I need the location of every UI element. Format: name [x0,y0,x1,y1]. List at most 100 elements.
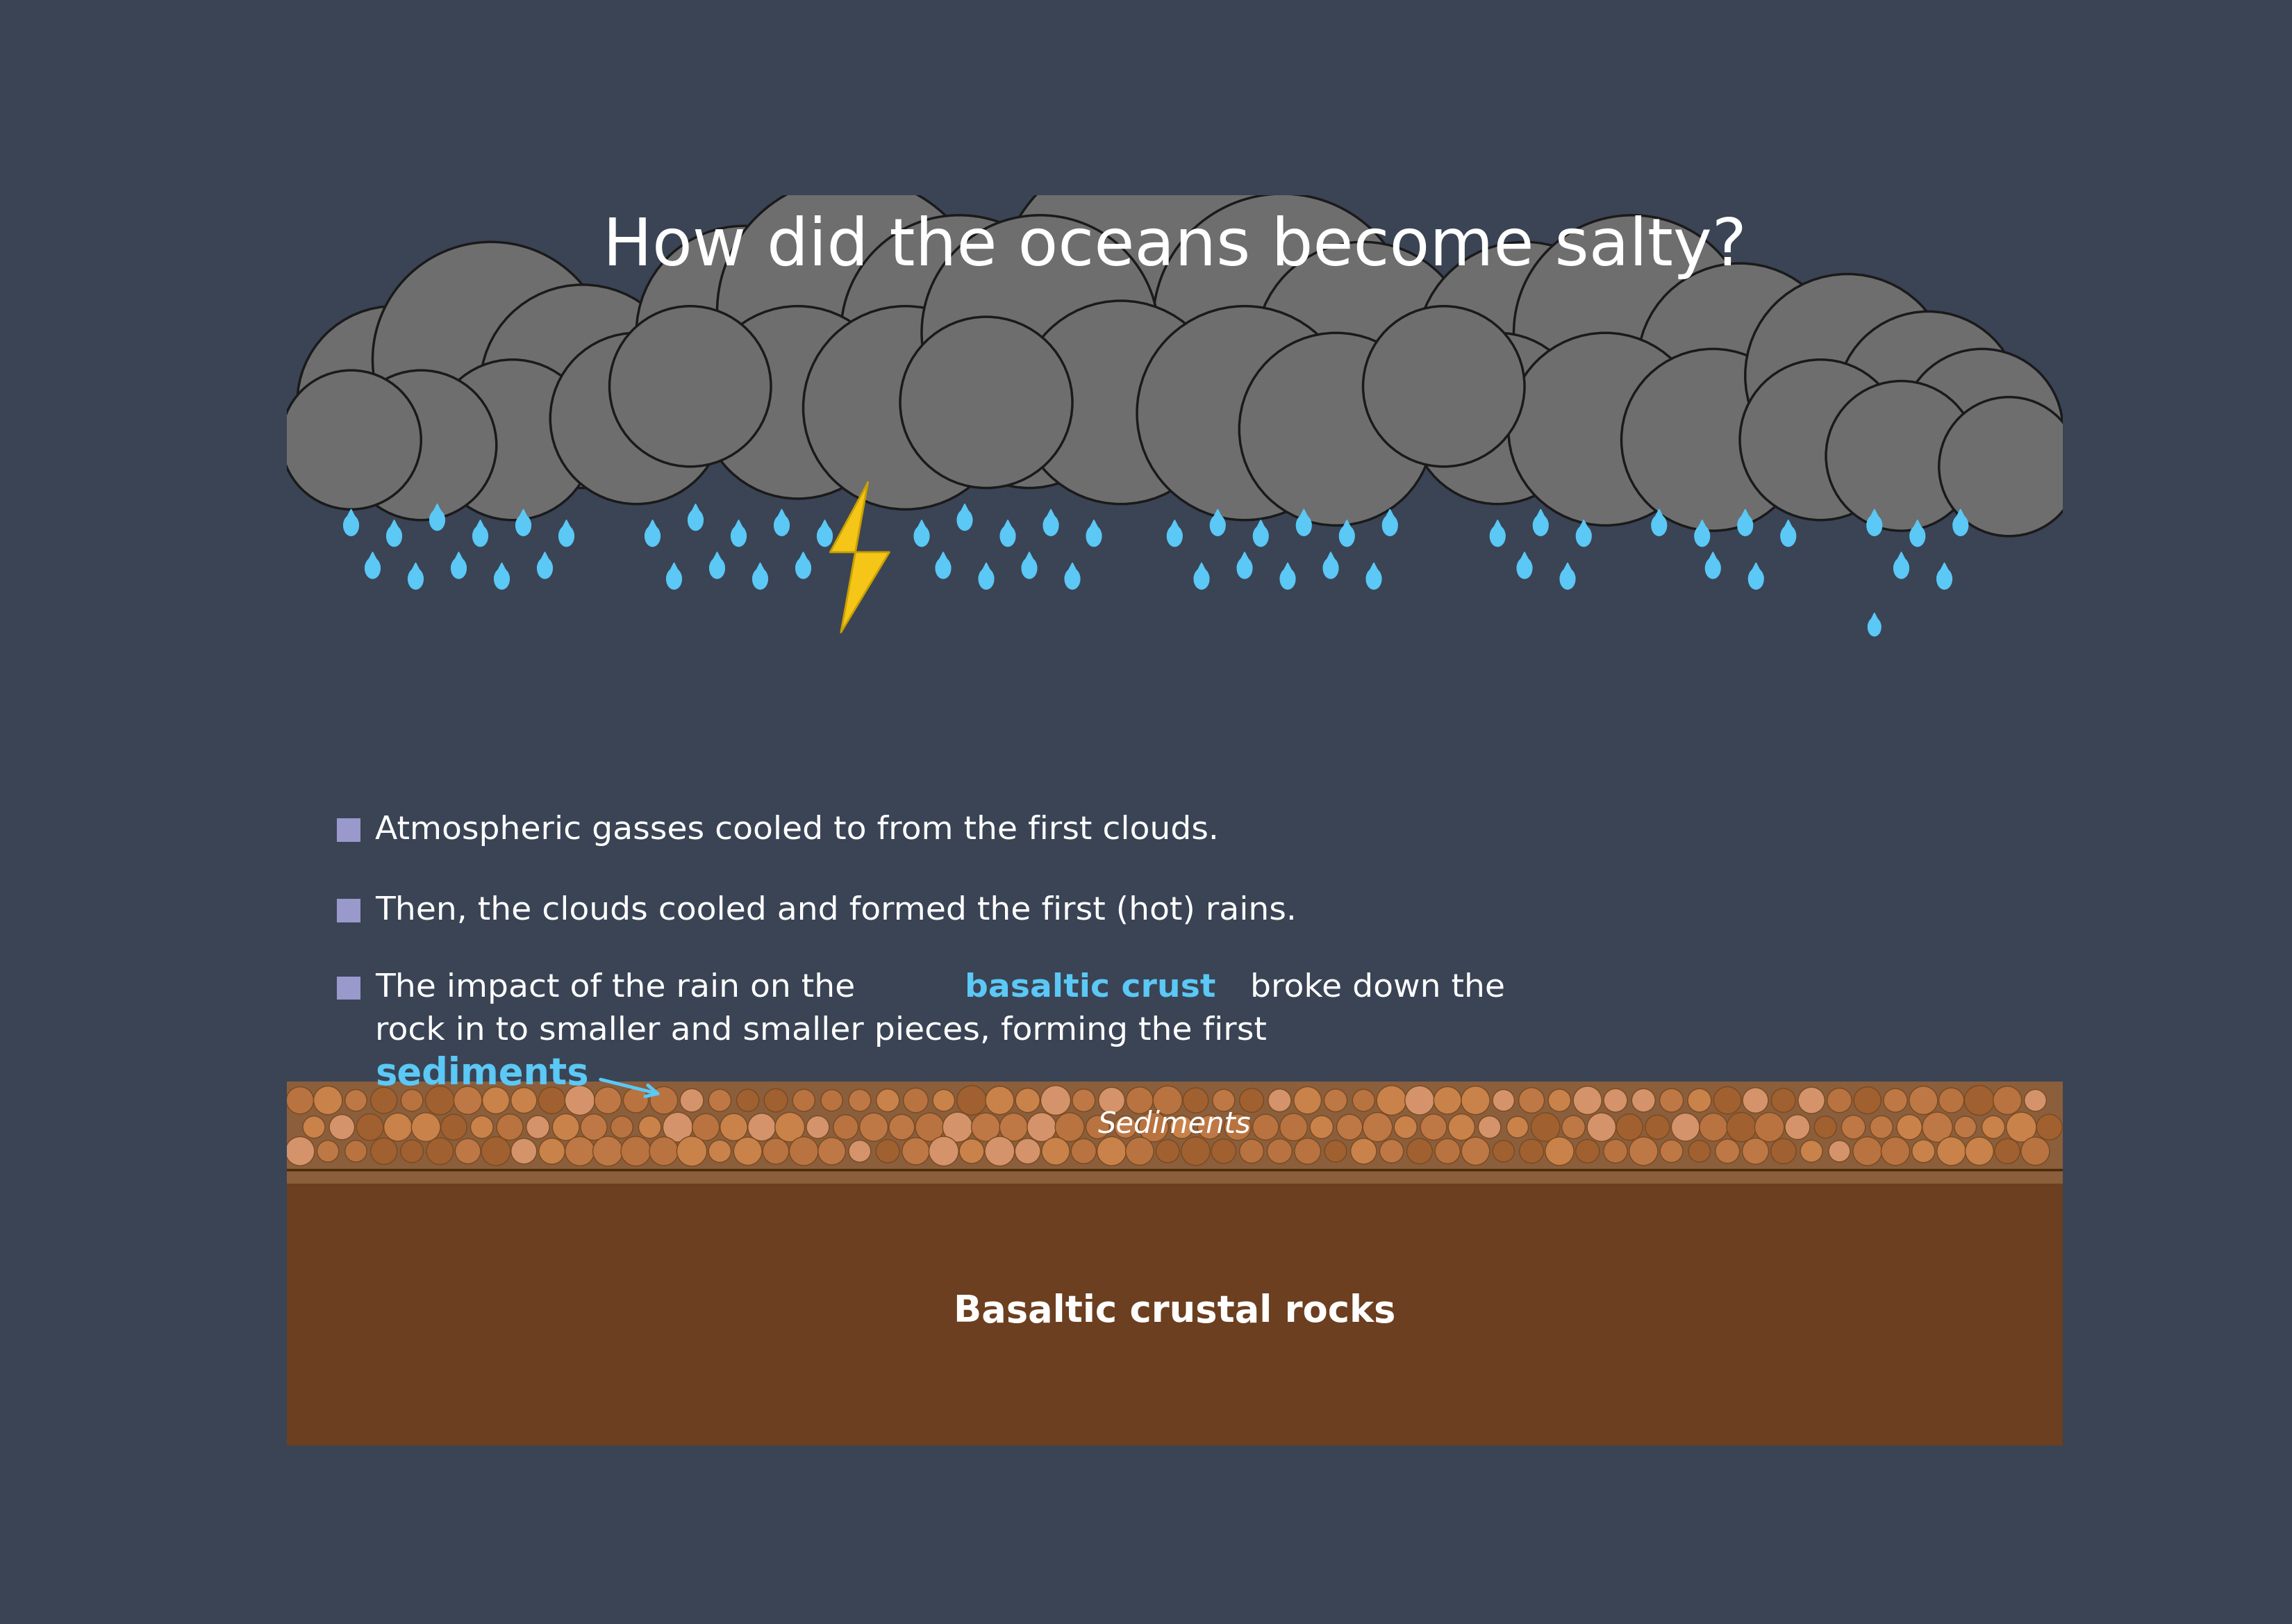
Polygon shape [1167,520,1183,534]
Polygon shape [1194,564,1210,578]
Polygon shape [1737,510,1753,525]
Ellipse shape [429,510,445,531]
Circle shape [1407,1138,1432,1164]
Circle shape [1854,1086,1882,1114]
Circle shape [410,1112,440,1142]
Polygon shape [364,552,380,567]
Circle shape [1531,1112,1561,1142]
Circle shape [1183,1088,1208,1112]
Circle shape [1714,1138,1740,1163]
Ellipse shape [1533,515,1547,536]
Circle shape [401,1090,424,1111]
Circle shape [1513,216,1751,450]
Circle shape [1086,1116,1109,1138]
Polygon shape [387,520,401,534]
Circle shape [539,1138,564,1164]
Circle shape [1240,333,1432,526]
Circle shape [915,1112,944,1142]
Circle shape [1772,1138,1797,1164]
Ellipse shape [1694,526,1710,546]
Circle shape [736,1090,759,1111]
Bar [286,1184,2063,1445]
Circle shape [346,370,497,520]
Ellipse shape [1868,515,1882,536]
Circle shape [314,1086,342,1114]
Circle shape [1671,1112,1701,1142]
Circle shape [1041,1085,1070,1116]
Circle shape [1636,263,1843,466]
Circle shape [621,1137,651,1166]
Ellipse shape [688,510,704,531]
Circle shape [1955,1116,1976,1138]
Circle shape [763,1138,788,1164]
Circle shape [1742,1138,1769,1164]
Circle shape [1983,1116,2006,1138]
Circle shape [903,1088,928,1112]
Circle shape [426,1138,454,1164]
Ellipse shape [1868,619,1882,637]
Polygon shape [979,564,995,578]
Circle shape [552,1114,580,1140]
Polygon shape [1561,564,1575,578]
Circle shape [662,1112,692,1142]
Circle shape [733,1137,761,1166]
Polygon shape [1210,510,1226,525]
Circle shape [708,1140,731,1163]
Polygon shape [495,564,509,578]
Circle shape [1740,359,1902,520]
Circle shape [1098,1137,1125,1166]
Circle shape [1939,396,2079,536]
Circle shape [876,1090,898,1112]
Circle shape [1520,1138,1543,1163]
Circle shape [1435,1086,1462,1114]
Circle shape [1829,1140,1850,1161]
Circle shape [511,1138,536,1164]
Circle shape [1620,349,1804,531]
Circle shape [481,1086,509,1114]
Polygon shape [1043,510,1059,525]
Circle shape [284,1137,314,1166]
Circle shape [1937,1137,1967,1166]
Circle shape [371,1086,397,1114]
Circle shape [1815,1116,1836,1138]
Circle shape [986,1086,1013,1114]
Circle shape [960,1138,983,1163]
Circle shape [1508,333,1703,526]
Circle shape [1586,1112,1616,1142]
Ellipse shape [775,515,788,536]
Circle shape [747,1114,775,1142]
Circle shape [2038,1114,2063,1140]
Polygon shape [1339,520,1355,534]
Circle shape [1125,1137,1153,1164]
Circle shape [818,1137,846,1164]
Ellipse shape [1893,559,1909,578]
Circle shape [1478,1116,1501,1138]
Circle shape [456,1138,481,1164]
Ellipse shape [408,568,424,590]
Circle shape [1377,1085,1407,1116]
Circle shape [1742,1088,1767,1112]
Circle shape [1994,1138,2019,1164]
Circle shape [720,1114,747,1140]
Circle shape [763,1088,788,1112]
Circle shape [676,1137,706,1166]
Circle shape [303,1116,325,1138]
Circle shape [358,1114,383,1140]
Circle shape [1939,1088,1964,1112]
Polygon shape [958,503,972,518]
Circle shape [481,1137,511,1166]
Bar [286,1177,2063,1184]
Circle shape [1799,1086,1824,1114]
Circle shape [1180,1137,1210,1166]
Circle shape [775,1112,804,1142]
Circle shape [1114,1116,1137,1138]
Circle shape [1547,1090,1570,1111]
Circle shape [937,307,1121,487]
Ellipse shape [1281,568,1295,590]
Circle shape [1902,349,2063,510]
Circle shape [1561,1116,1586,1138]
Circle shape [972,1112,999,1142]
Circle shape [1698,1112,1728,1142]
Circle shape [564,1085,596,1116]
Circle shape [1027,1112,1057,1142]
